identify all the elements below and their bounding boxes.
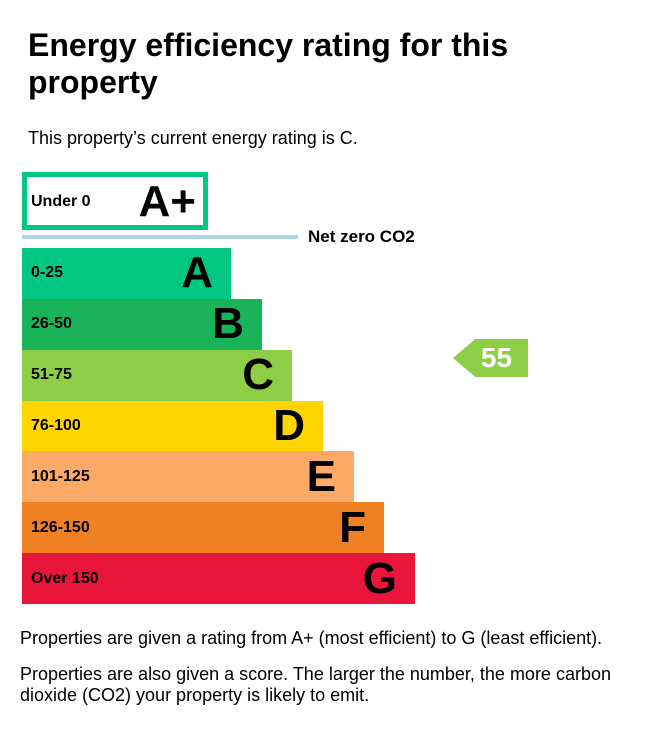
band-letter: A	[181, 248, 213, 298]
band-c: 51-75 C	[22, 349, 292, 401]
band-range: 126-150	[31, 518, 90, 536]
band-letter: D	[273, 400, 305, 450]
rating-explanation: Properties are given a rating from A+ (m…	[20, 628, 603, 649]
band-range: Under 0	[31, 192, 91, 210]
band-letter: F	[339, 502, 366, 552]
band-a-plus: Under 0 A+	[22, 172, 208, 230]
band-e: 101-125 E	[22, 451, 354, 503]
band-range: 26-50	[31, 315, 72, 333]
band-range: 76-100	[31, 416, 81, 434]
band-range: 51-75	[31, 366, 72, 384]
band-a: 0-25 A	[22, 248, 231, 299]
band-letter: C	[242, 350, 274, 400]
band-f: 126-150 F	[22, 502, 384, 554]
band-d: 76-100 D	[22, 400, 323, 452]
band-letter: A+	[138, 176, 196, 226]
band-range: Over 150	[31, 569, 99, 587]
band-letter: E	[306, 451, 336, 501]
current-rating-value: 55	[480, 342, 513, 373]
page-title: Energy efficiency rating for this proper…	[28, 26, 509, 100]
net-zero-label: Net zero CO2	[308, 227, 415, 246]
band-letter: G	[362, 553, 397, 603]
band-b: 26-50 B	[22, 298, 262, 350]
band-g: Over 150 G	[22, 553, 415, 604]
band-letter: B	[212, 299, 244, 349]
current-rating-summary: This property’s current energy rating is…	[28, 128, 358, 149]
current-rating-arrow	[453, 339, 528, 377]
score-explanation: Properties are also given a score. The l…	[20, 664, 611, 706]
band-range: 0-25	[31, 264, 64, 282]
band-range: 101-125	[31, 467, 90, 485]
net-zero-line	[21, 234, 298, 239]
